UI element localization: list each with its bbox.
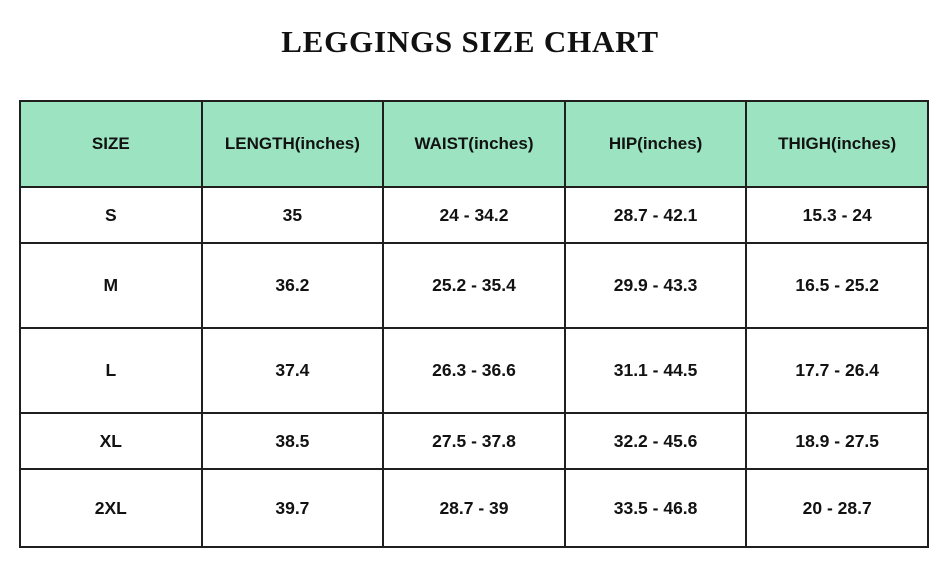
- cell-waist: 26.3 - 36.6: [382, 327, 566, 414]
- cell-waist: 24 - 34.2: [382, 186, 566, 244]
- table-row-l: L 37.4 26.3 - 36.6 31.1 - 44.5 17.7 - 26…: [19, 327, 929, 414]
- column-header-hip: HIP(inches): [563, 100, 748, 188]
- cell-waist: 25.2 - 35.4: [382, 242, 566, 329]
- cell-length: 39.7: [200, 468, 385, 548]
- cell-waist: 27.5 - 37.8: [382, 412, 566, 470]
- cell-hip: 33.5 - 46.8: [563, 468, 748, 548]
- cell-length: 37.4: [200, 327, 385, 414]
- table-row-m: M 36.2 25.2 - 35.4 29.9 - 43.3 16.5 - 25…: [19, 242, 929, 329]
- column-header-waist: WAIST(inches): [382, 100, 566, 188]
- cell-length: 35: [200, 186, 385, 244]
- cell-length: 38.5: [200, 412, 385, 470]
- cell-hip: 31.1 - 44.5: [563, 327, 748, 414]
- cell-waist: 28.7 - 39: [382, 468, 566, 548]
- cell-hip: 28.7 - 42.1: [563, 186, 748, 244]
- cell-size: L: [19, 327, 203, 414]
- size-chart-table: SIZE LENGTH(inches) WAIST(inches) HIP(in…: [19, 100, 929, 548]
- cell-size: S: [19, 186, 203, 244]
- cell-thigh: 20 - 28.7: [745, 468, 929, 548]
- cell-thigh: 18.9 - 27.5: [745, 412, 929, 470]
- column-header-size: SIZE: [19, 100, 203, 188]
- table-row-2xl: 2XL 39.7 28.7 - 39 33.5 - 46.8 20 - 28.7: [19, 468, 929, 548]
- page-title: LEGGINGS SIZE CHART: [281, 24, 659, 59]
- header-row: SIZE LENGTH(inches) WAIST(inches) HIP(in…: [19, 100, 929, 188]
- table-row-xl: XL 38.5 27.5 - 37.8 32.2 - 45.6 18.9 - 2…: [19, 412, 929, 470]
- cell-size: 2XL: [19, 468, 203, 548]
- cell-thigh: 17.7 - 26.4: [745, 327, 929, 414]
- cell-thigh: 16.5 - 25.2: [745, 242, 929, 329]
- cell-hip: 32.2 - 45.6: [563, 412, 748, 470]
- table-row-s: S 35 24 - 34.2 28.7 - 42.1 15.3 - 24: [19, 186, 929, 244]
- cell-size: XL: [19, 412, 203, 470]
- cell-hip: 29.9 - 43.3: [563, 242, 748, 329]
- cell-size: M: [19, 242, 203, 329]
- column-header-length: LENGTH(inches): [200, 100, 385, 188]
- column-header-thigh: THIGH(inches): [745, 100, 929, 188]
- cell-length: 36.2: [200, 242, 385, 329]
- cell-thigh: 15.3 - 24: [745, 186, 929, 244]
